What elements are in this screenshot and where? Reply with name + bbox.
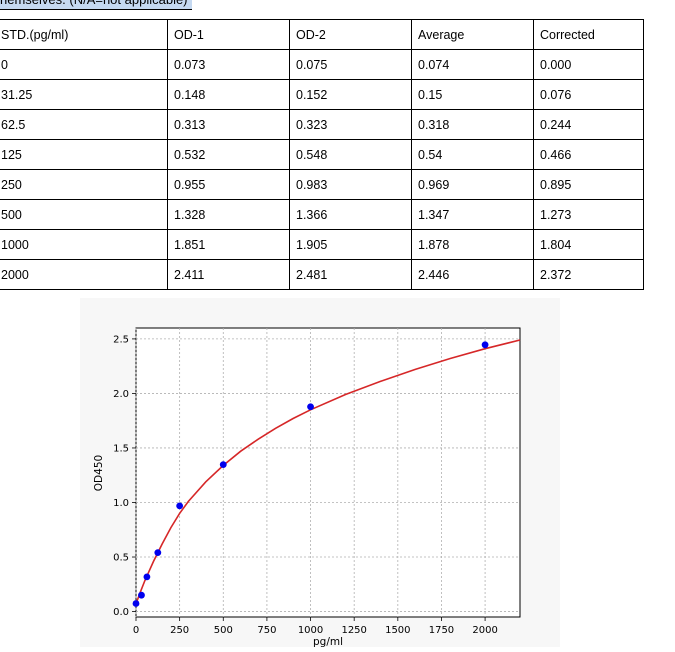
table-cell: 0.548 xyxy=(289,139,412,170)
table-cell: 0.074 xyxy=(411,49,534,80)
table-cell: 125 xyxy=(0,139,168,170)
x-tick-label: 2000 xyxy=(472,625,497,636)
table-cell: 2.372 xyxy=(533,259,644,290)
table-cell: 31.25 xyxy=(0,79,168,110)
column-header: OD-1 xyxy=(167,19,290,50)
table-cell: 1.851 xyxy=(167,229,290,260)
table-cell: 1000 xyxy=(0,229,168,260)
x-tick-label: 750 xyxy=(257,625,276,636)
table-cell: 62.5 xyxy=(0,109,168,140)
table-cell: 0.000 xyxy=(533,49,644,80)
x-tick-label: 250 xyxy=(170,625,189,636)
table-cell: 0.466 xyxy=(533,139,644,170)
table-cell: 0 xyxy=(0,49,168,80)
table-cell: 0.15 xyxy=(411,79,534,110)
y-tick-label: 0.5 xyxy=(113,553,129,564)
data-point xyxy=(138,591,145,599)
table-cell: 0.244 xyxy=(533,109,644,140)
table-cell: 0.075 xyxy=(289,49,412,80)
table-cell: 1.804 xyxy=(533,229,644,260)
data-point xyxy=(176,502,184,510)
x-tick-label: 500 xyxy=(214,625,233,636)
y-tick-label: 2.0 xyxy=(113,389,129,400)
x-tick-label: 1250 xyxy=(341,625,366,636)
table-cell: 1.347 xyxy=(411,199,534,230)
table-cell: 0.076 xyxy=(533,79,644,110)
table-cell: 1.273 xyxy=(533,199,644,230)
column-header: Average xyxy=(411,19,534,50)
x-tick-label: 1500 xyxy=(385,625,410,636)
table-row: 250 0.955 0.983 0.969 0.895 xyxy=(0,169,644,200)
column-header: STD.(pg/ml) xyxy=(0,19,168,50)
table-header-row: STD.(pg/ml) OD-1 OD-2 Average Corrected xyxy=(0,19,644,50)
note-text: hemselves. (N/A=not applicable) xyxy=(0,0,192,10)
y-tick-label: 1.5 xyxy=(113,443,129,454)
x-tick-label: 1000 xyxy=(298,625,323,636)
table-cell: 0.148 xyxy=(167,79,290,110)
table-row: 125 0.532 0.548 0.54 0.466 xyxy=(0,139,644,170)
x-tick-label: 1750 xyxy=(429,625,454,636)
table-cell: 0.323 xyxy=(289,109,412,140)
data-point xyxy=(154,549,162,557)
y-tick-label: 1.0 xyxy=(113,498,129,509)
table-row: 500 1.328 1.366 1.347 1.273 xyxy=(0,199,644,230)
table-row: 62.5 0.313 0.323 0.318 0.244 xyxy=(0,109,644,140)
table-row: 1000 1.851 1.905 1.878 1.804 xyxy=(0,229,644,260)
column-header: OD-2 xyxy=(289,19,412,50)
table-row: 2000 2.411 2.481 2.446 2.372 xyxy=(0,259,644,290)
table-cell: 1.878 xyxy=(411,229,534,260)
table-cell: 2.446 xyxy=(411,259,534,290)
y-axis-label: OD450 xyxy=(93,455,105,491)
table-cell: 500 xyxy=(0,199,168,230)
data-point xyxy=(219,461,227,469)
table-cell: 0.969 xyxy=(411,169,534,200)
table-cell: 2000 xyxy=(0,259,168,290)
x-tick-label: 0 xyxy=(133,625,139,636)
data-point xyxy=(132,600,140,607)
table-cell: 0.895 xyxy=(533,169,644,200)
table-cell: 0.983 xyxy=(289,169,412,200)
y-tick-label: 2.5 xyxy=(113,334,129,345)
fit-curve xyxy=(135,339,521,605)
data-point xyxy=(143,573,151,581)
table-cell: 2.481 xyxy=(289,259,412,290)
plot-area xyxy=(135,327,521,618)
table-cell: 2.411 xyxy=(167,259,290,290)
x-axis-label: pg/ml xyxy=(313,636,343,647)
table-row: 0 0.073 0.075 0.074 0.000 xyxy=(0,49,644,80)
column-header: Corrected xyxy=(533,19,644,50)
data-point xyxy=(307,403,314,411)
table-cell: 0.152 xyxy=(289,79,412,110)
table-cell: 0.532 xyxy=(167,139,290,170)
table-cell: 0.54 xyxy=(411,139,534,170)
data-point xyxy=(481,341,489,349)
table-cell: 0.313 xyxy=(167,109,290,140)
table-cell: 250 xyxy=(0,169,168,200)
table-row: 31.25 0.148 0.152 0.15 0.076 xyxy=(0,79,644,110)
standard-curve-svg: 0 250 500 750 1000 1250 1500 1750 2000 0.0 0.5 1.0 1… xyxy=(80,298,560,648)
y-tick-label: 0.0 xyxy=(113,607,129,618)
table-cell: 0.955 xyxy=(167,169,290,200)
table-cell: 0.073 xyxy=(167,49,290,80)
table-cell: 1.905 xyxy=(289,229,412,260)
standard-curve-chart: 0 250 500 750 1000 1250 1500 1750 2000 0.0 0.5 1.0 1… xyxy=(80,298,560,648)
table-cell: 1.366 xyxy=(289,199,412,230)
standard-table: STD.(pg/ml) OD-1 OD-2 Average Corrected 0 0.07… xyxy=(0,19,644,290)
table-cell: 0.318 xyxy=(411,109,534,140)
table-cell: 1.328 xyxy=(167,199,290,230)
